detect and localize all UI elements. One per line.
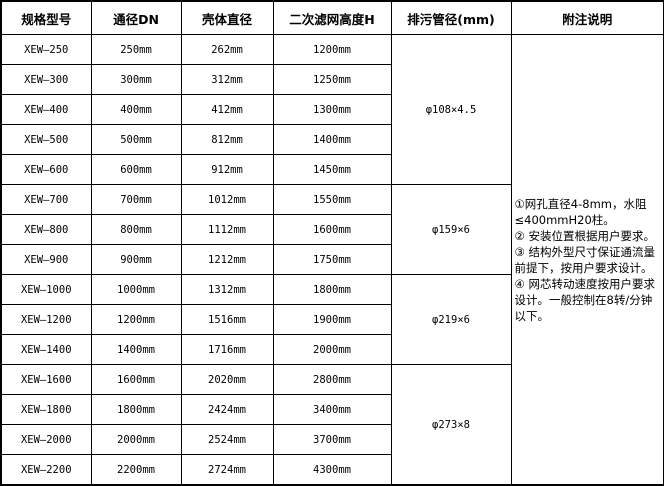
shell-diameter-cell: 2424mm bbox=[180, 394, 274, 425]
table-row: XEW—1000 1000mm 1312mm 1800mm φ219×6 bbox=[0, 274, 664, 365]
shell-diameter-cell: 2020mm bbox=[180, 364, 274, 395]
model-cell: XEW—500 bbox=[0, 124, 92, 155]
model-cell: XEW—700 bbox=[0, 184, 92, 215]
column-header: 附注说明 bbox=[510, 0, 664, 35]
model-cell: XEW—1200 bbox=[0, 304, 92, 335]
dn-cell: 800mm bbox=[90, 214, 182, 245]
dn-cell: 1000mm bbox=[90, 274, 182, 305]
screen-height-cell: 1600mm bbox=[272, 214, 392, 245]
dn-cell: 2000mm bbox=[90, 424, 182, 455]
shell-diameter-cell: 412mm bbox=[180, 94, 274, 125]
model-cell: XEW—2000 bbox=[0, 424, 92, 455]
dn-cell: 250mm bbox=[90, 34, 182, 65]
screen-height-cell: 3400mm bbox=[272, 394, 392, 425]
shell-diameter-cell: 1312mm bbox=[180, 274, 274, 305]
table-row: XEW—2200 2200mm 2724mm 4300mm bbox=[0, 454, 664, 486]
screen-height-cell: 2000mm bbox=[272, 334, 392, 365]
drain-pipe-cell: φ159×6 bbox=[390, 184, 512, 275]
note-item: ③ 结构外型尺寸保证通流量前提下，按用户要求设计。 bbox=[514, 244, 655, 275]
shell-diameter-cell: 262mm bbox=[180, 34, 274, 65]
dn-cell: 300mm bbox=[90, 64, 182, 95]
table-row: XEW—800 800mm 1112mm 1600mm bbox=[0, 214, 664, 245]
table-row: XEW—600 600mm 912mm 1450mm bbox=[0, 154, 664, 185]
shell-diameter-cell: 1716mm bbox=[180, 334, 274, 365]
table-row: XEW—900 900mm 1212mm 1750mm bbox=[0, 244, 664, 275]
screen-height-cell: 3700mm bbox=[272, 424, 392, 455]
screen-height-cell: 1300mm bbox=[272, 94, 392, 125]
shell-diameter-cell: 912mm bbox=[180, 154, 274, 185]
table-row: XEW—300 300mm 312mm 1250mm bbox=[0, 64, 664, 95]
table-row: XEW—400 400mm 412mm 1300mm bbox=[0, 94, 664, 125]
header-row: 规格型号 通径DN 壳体直径 二次滤网高度H 排污管径(mm) 附注说明 bbox=[0, 0, 664, 35]
dn-cell: 700mm bbox=[90, 184, 182, 215]
shell-diameter-cell: 2724mm bbox=[180, 454, 274, 486]
screen-height-cell: 2800mm bbox=[272, 364, 392, 395]
column-header: 通径DN bbox=[90, 0, 182, 35]
table-row: XEW—2000 2000mm 2524mm 3700mm bbox=[0, 424, 664, 455]
dn-cell: 600mm bbox=[90, 154, 182, 185]
model-cell: XEW—400 bbox=[0, 94, 92, 125]
model-cell: XEW—250 bbox=[0, 34, 92, 65]
note-item: ①网孔直径4-8mm，水阻≤400mmH20柱。 bbox=[514, 196, 647, 227]
screen-height-cell: 1800mm bbox=[272, 274, 392, 305]
drain-pipe-cell: φ219×6 bbox=[390, 274, 512, 365]
column-header: 二次滤网高度H bbox=[272, 0, 392, 35]
screen-height-cell: 4300mm bbox=[272, 454, 392, 486]
table-row: XEW—500 500mm 812mm 1400mm bbox=[0, 124, 664, 155]
dn-cell: 1400mm bbox=[90, 334, 182, 365]
dn-cell: 1200mm bbox=[90, 304, 182, 335]
screen-height-cell: 1200mm bbox=[272, 34, 392, 65]
note-item: ④ 网芯转动速度按用户要求设计。一般控制在8转/分钟以下。 bbox=[514, 276, 655, 323]
shell-diameter-cell: 2524mm bbox=[180, 424, 274, 455]
screen-height-cell: 1450mm bbox=[272, 154, 392, 185]
shell-diameter-cell: 1112mm bbox=[180, 214, 274, 245]
drain-pipe-cell: φ108×4.5 bbox=[390, 34, 512, 185]
model-cell: XEW—900 bbox=[0, 244, 92, 275]
shell-diameter-cell: 1516mm bbox=[180, 304, 274, 335]
dn-cell: 500mm bbox=[90, 124, 182, 155]
screen-height-cell: 1750mm bbox=[272, 244, 392, 275]
shell-diameter-cell: 812mm bbox=[180, 124, 274, 155]
dn-cell: 400mm bbox=[90, 94, 182, 125]
shell-diameter-cell: 1212mm bbox=[180, 244, 274, 275]
dn-cell: 1600mm bbox=[90, 364, 182, 395]
model-cell: XEW—2200 bbox=[0, 454, 92, 486]
table-row: XEW—1800 1800mm 2424mm 3400mm bbox=[0, 394, 664, 425]
model-cell: XEW—1000 bbox=[0, 274, 92, 305]
model-cell: XEW—1600 bbox=[0, 364, 92, 395]
screen-height-cell: 1900mm bbox=[272, 304, 392, 335]
model-cell: XEW—600 bbox=[0, 154, 92, 185]
dn-cell: 900mm bbox=[90, 244, 182, 275]
table-row: XEW—1600 1600mm 2020mm 2800mm φ273×8 bbox=[0, 364, 664, 486]
drain-pipe-cell: φ273×8 bbox=[390, 364, 512, 486]
notes-cell: ①网孔直径4-8mm，水阻≤400mmH20柱。 ② 安装位置根据用户要求。 ③ 结… bbox=[510, 34, 664, 486]
column-header: 排污管径(mm) bbox=[390, 0, 512, 35]
screen-height-cell: 1250mm bbox=[272, 64, 392, 95]
note-item: ② 安装位置根据用户要求。 bbox=[514, 228, 655, 243]
table-row: XEW—250 250mm 262mm 1200mm φ108×4.5 ①网孔直径4-8m… bbox=[0, 34, 664, 486]
model-cell: XEW—1400 bbox=[0, 334, 92, 365]
shell-diameter-cell: 1012mm bbox=[180, 184, 274, 215]
table-row: XEW—700 700mm 1012mm 1550mm φ159×6 bbox=[0, 184, 664, 275]
column-header: 规格型号 bbox=[0, 0, 92, 35]
model-cell: XEW—1800 bbox=[0, 394, 92, 425]
column-header: 壳体直径 bbox=[180, 0, 274, 35]
model-cell: XEW—800 bbox=[0, 214, 92, 245]
dn-cell: 2200mm bbox=[90, 454, 182, 486]
model-cell: XEW—300 bbox=[0, 64, 92, 95]
screen-height-cell: 1400mm bbox=[272, 124, 392, 155]
shell-diameter-cell: 312mm bbox=[180, 64, 274, 95]
screen-height-cell: 1550mm bbox=[272, 184, 392, 215]
dn-cell: 1800mm bbox=[90, 394, 182, 425]
